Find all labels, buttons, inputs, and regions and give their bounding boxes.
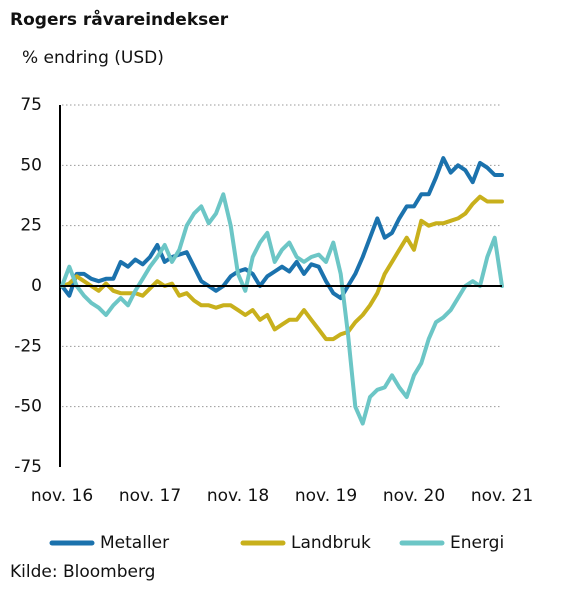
legend-label: Landbruk [291, 533, 371, 553]
y-tick-label: -50 [14, 397, 42, 417]
x-tick-label: nov. 20 [383, 486, 445, 506]
x-tick-label: nov. 21 [471, 486, 533, 506]
chart-title: Rogers råvareindekser [10, 8, 229, 30]
y-tick-label: -75 [14, 457, 42, 477]
source: Kilde: Bloomberg [10, 562, 155, 582]
legend-label: Metaller [100, 533, 169, 553]
subtitle: % endring (USD) [22, 48, 164, 68]
y-tick-label: 0 [31, 276, 42, 296]
series-line [60, 192, 504, 426]
y-tick-label: 25 [20, 216, 42, 236]
legend-label: Energi [450, 533, 504, 553]
x-tick-label: nov. 16 [31, 486, 93, 506]
series-line [60, 156, 504, 301]
y-tick-label: -25 [14, 336, 42, 356]
x-tick-label: nov. 17 [119, 486, 181, 506]
x-tick-label: nov. 18 [207, 486, 269, 506]
y-tick-label: 50 [20, 155, 42, 175]
y-tick-label: 75 [20, 95, 42, 115]
x-tick-label: nov. 19 [295, 486, 357, 506]
